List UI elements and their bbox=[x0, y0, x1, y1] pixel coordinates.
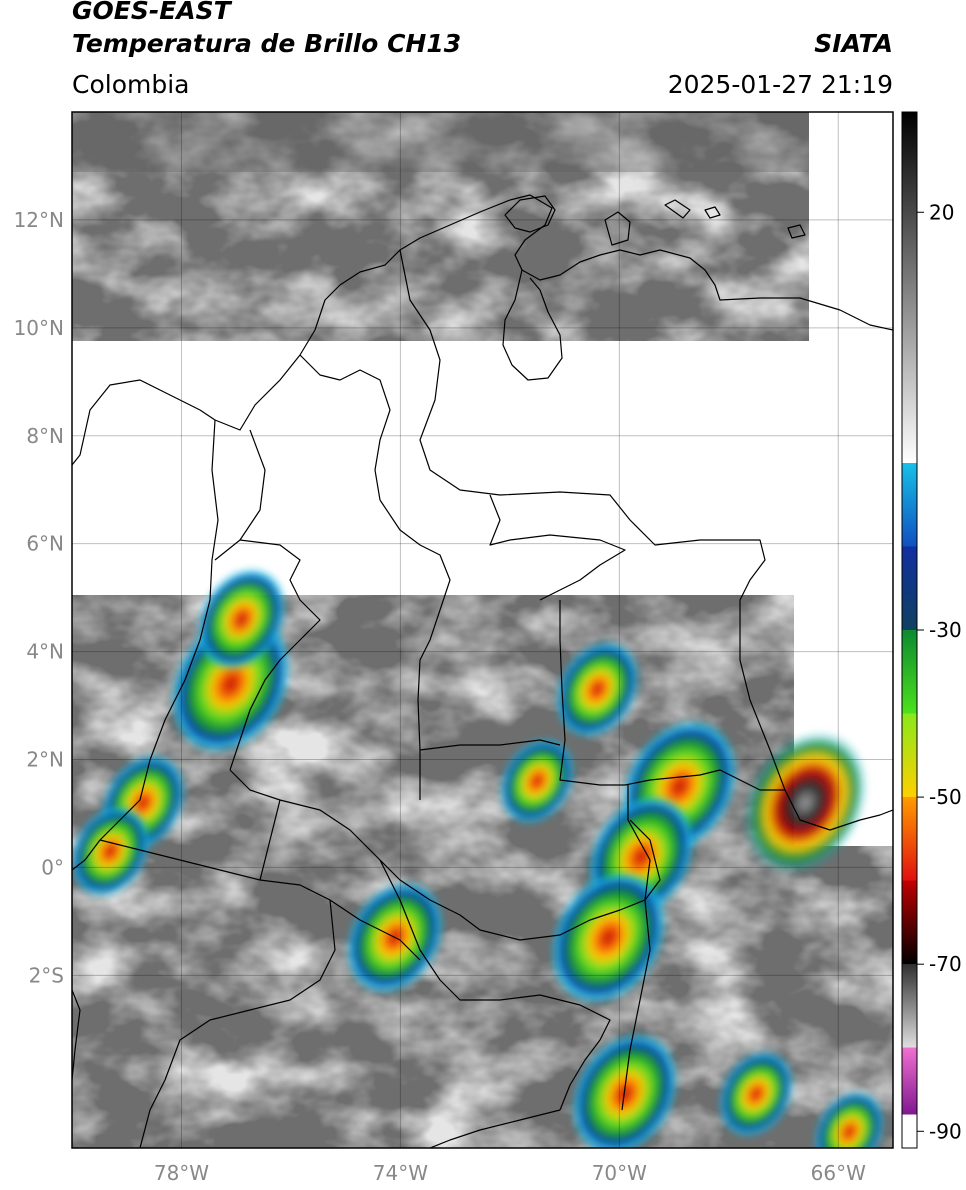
axis-labels: 12°N 10°N 8°N 6°N 4°N 2°N 0° 2°S 78°W 74°W 70°W 66°… bbox=[14, 208, 867, 1185]
guajira-peninsula bbox=[504, 195, 556, 233]
graticule bbox=[72, 112, 893, 1148]
interior-g bbox=[259, 799, 281, 881]
cb-label-4: -90 bbox=[929, 1119, 962, 1143]
lat-label-6: 0° bbox=[41, 855, 64, 879]
lat-label-0: 12°N bbox=[14, 208, 64, 232]
interior-f bbox=[329, 899, 421, 961]
colorbar-ticks: 20 -30 -50 -70 -90 bbox=[917, 200, 962, 1143]
interior-border-1 bbox=[214, 429, 266, 561]
brand-label: SIATA bbox=[814, 29, 893, 58]
lon-label-3: 66°W bbox=[811, 1161, 866, 1185]
ecuador-border bbox=[99, 839, 336, 1148]
datetime-label: 2025-01-27 21:19 bbox=[667, 70, 893, 99]
lat-label-4: 4°N bbox=[26, 640, 64, 664]
product-title: Temperatura de Brillo CH13 bbox=[72, 29, 462, 58]
islands-1 bbox=[664, 199, 691, 219]
north-imagery-clouds bbox=[72, 112, 809, 341]
lat-label-2: 8°N bbox=[26, 424, 64, 448]
amazon-border bbox=[621, 785, 651, 1111]
region-label: Colombia bbox=[72, 70, 190, 99]
north-sea-band bbox=[72, 112, 809, 172]
islands-2 bbox=[704, 206, 721, 219]
paraguana bbox=[604, 211, 631, 246]
storm-cells bbox=[72, 569, 884, 1148]
pacific-coast-ecuador bbox=[72, 989, 81, 1081]
interior-border-2 bbox=[299, 354, 391, 501]
ecuador-coast-cell bbox=[72, 806, 150, 897]
lon-label-0: 78°W bbox=[154, 1161, 209, 1185]
lat-label-1: 10°N bbox=[14, 316, 64, 340]
dept-border-e bbox=[229, 769, 661, 941]
meta-cell bbox=[556, 641, 639, 737]
cb-label-3: -70 bbox=[929, 952, 962, 976]
dept-border-b bbox=[379, 499, 451, 800]
imagery-layer bbox=[72, 112, 893, 1148]
lon-label-1: 74°W bbox=[373, 1161, 428, 1185]
southeast-cell bbox=[719, 1051, 793, 1137]
lat-label-5: 2°N bbox=[26, 748, 64, 772]
venezuela-colombia-border bbox=[489, 494, 626, 601]
dept-border-d bbox=[419, 739, 561, 751]
caribbean-coast bbox=[72, 194, 893, 466]
cb-label-2: -50 bbox=[929, 785, 962, 809]
lat-label-3: 6°N bbox=[26, 532, 64, 556]
guaviare-cell bbox=[500, 738, 574, 824]
satellite-title: GOES-EAST bbox=[72, 0, 231, 25]
colorbar: 20 -30 -50 -70 -90 bbox=[901, 111, 962, 1149]
map-area bbox=[72, 112, 893, 1148]
colorbar-bar bbox=[901, 111, 918, 1149]
boundaries bbox=[72, 194, 893, 1148]
map-frame bbox=[71, 111, 894, 1149]
lat-label-7: 2°S bbox=[29, 963, 64, 987]
south-amazon bbox=[429, 1109, 561, 1148]
dept-border-a bbox=[229, 539, 321, 771]
cb-label-1: -30 bbox=[929, 618, 962, 642]
islands-3 bbox=[787, 224, 806, 239]
pacific-coast-colombia bbox=[72, 419, 219, 871]
lon-label-2: 70°W bbox=[592, 1161, 647, 1185]
peru-border bbox=[379, 859, 611, 1111]
amazonas-cell-south bbox=[551, 871, 666, 1004]
venezuela-border-cell bbox=[743, 731, 867, 874]
brazil-border bbox=[784, 789, 893, 831]
cb-label-0: 20 bbox=[929, 200, 954, 224]
maracaibo-lake bbox=[502, 269, 563, 381]
choco-cell bbox=[198, 569, 286, 670]
far-south-cell bbox=[814, 1092, 884, 1148]
brazil-cell bbox=[572, 1033, 678, 1148]
interior-border-3 bbox=[399, 249, 786, 791]
dept-border-c bbox=[559, 600, 785, 791]
